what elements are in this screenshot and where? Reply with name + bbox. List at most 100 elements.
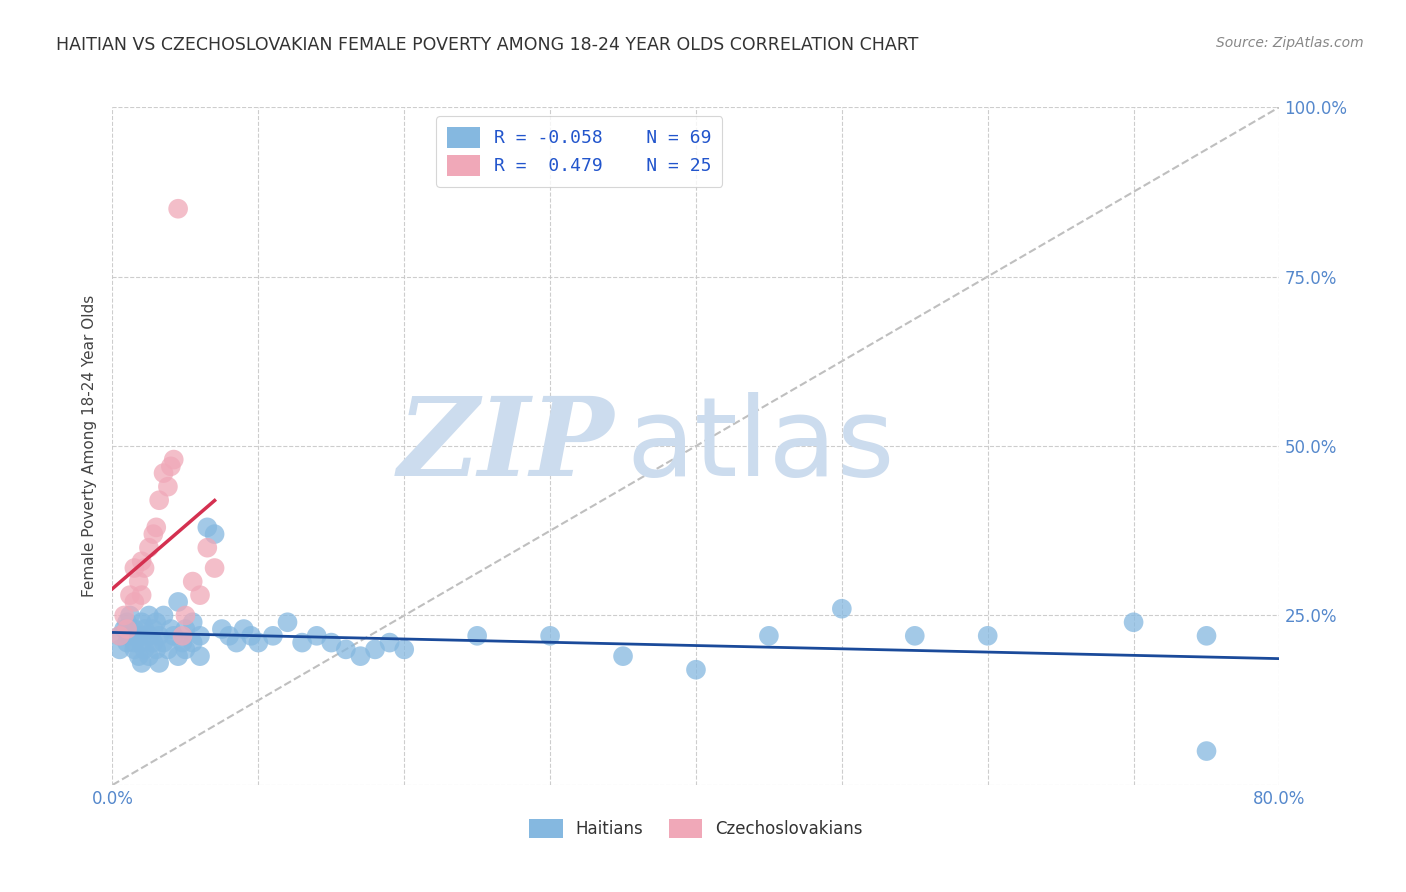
Point <box>225 635 247 649</box>
Point <box>156 642 179 657</box>
Point <box>112 622 135 636</box>
Point <box>128 629 150 643</box>
Point <box>188 588 211 602</box>
Point <box>138 541 160 555</box>
Point <box>142 635 165 649</box>
Point <box>378 635 401 649</box>
Point <box>145 615 167 630</box>
Point <box>276 615 298 630</box>
Point <box>167 202 190 216</box>
Text: ZIP: ZIP <box>398 392 614 500</box>
Point <box>247 635 270 649</box>
Y-axis label: Female Poverty Among 18-24 Year Olds: Female Poverty Among 18-24 Year Olds <box>82 295 97 597</box>
Point <box>160 622 183 636</box>
Point <box>204 561 226 575</box>
Point <box>163 629 186 643</box>
Text: HAITIAN VS CZECHOSLOVAKIAN FEMALE POVERTY AMONG 18-24 YEAR OLDS CORRELATION CHAR: HAITIAN VS CZECHOSLOVAKIAN FEMALE POVERT… <box>56 36 918 54</box>
Point <box>112 608 135 623</box>
Point <box>142 527 165 541</box>
Point <box>138 608 160 623</box>
Point <box>174 608 197 623</box>
Point <box>188 649 211 664</box>
Point <box>758 629 780 643</box>
Point <box>172 629 194 643</box>
Text: atlas: atlas <box>626 392 894 500</box>
Point <box>181 615 204 630</box>
Point <box>131 615 153 630</box>
Point <box>115 622 138 636</box>
Point <box>131 588 153 602</box>
Point <box>138 649 160 664</box>
Point <box>115 635 138 649</box>
Point <box>160 459 183 474</box>
Point <box>134 642 156 657</box>
Text: Source: ZipAtlas.com: Source: ZipAtlas.com <box>1216 36 1364 50</box>
Point <box>152 635 174 649</box>
Point <box>465 629 488 643</box>
Point <box>211 622 233 636</box>
Point <box>172 635 194 649</box>
Point <box>118 588 141 602</box>
Point <box>181 574 204 589</box>
Point <box>156 480 179 494</box>
Point <box>124 595 146 609</box>
Point <box>134 561 156 575</box>
Point <box>195 541 218 555</box>
Point <box>240 629 263 643</box>
Point <box>1122 615 1144 630</box>
Point <box>262 629 284 643</box>
Point <box>148 629 170 643</box>
Point <box>142 622 165 636</box>
Point <box>349 649 371 664</box>
Point <box>108 629 131 643</box>
Point <box>115 615 138 630</box>
Point <box>124 622 146 636</box>
Point <box>685 663 707 677</box>
Point <box>394 642 416 657</box>
Point <box>138 629 160 643</box>
Point <box>195 520 218 534</box>
Point <box>152 608 174 623</box>
Point <box>118 629 141 643</box>
Point <box>128 649 150 664</box>
Point <box>148 656 170 670</box>
Point <box>108 629 131 643</box>
Point <box>134 622 156 636</box>
Point <box>538 629 561 643</box>
Point <box>124 635 146 649</box>
Point <box>218 629 240 643</box>
Point <box>291 635 314 649</box>
Point <box>124 561 146 575</box>
Point <box>118 608 141 623</box>
Point <box>108 642 131 657</box>
Point <box>167 595 190 609</box>
Point <box>305 629 328 643</box>
Point <box>321 635 343 649</box>
Point <box>124 642 146 657</box>
Point <box>152 466 174 480</box>
Point <box>1195 629 1218 643</box>
Point <box>612 649 634 664</box>
Point <box>131 635 153 649</box>
Point <box>131 554 153 568</box>
Point <box>335 642 357 657</box>
Legend: Haitians, Czechoslovakians: Haitians, Czechoslovakians <box>523 812 869 845</box>
Point <box>188 629 211 643</box>
Point <box>145 642 167 657</box>
Point <box>174 622 197 636</box>
Point <box>831 601 853 615</box>
Point <box>167 649 190 664</box>
Point <box>148 493 170 508</box>
Point <box>163 452 186 467</box>
Point <box>181 635 204 649</box>
Point <box>174 642 197 657</box>
Point <box>145 520 167 534</box>
Point <box>131 656 153 670</box>
Point <box>364 642 387 657</box>
Point <box>1195 744 1218 758</box>
Point <box>128 574 150 589</box>
Point <box>976 629 998 643</box>
Point <box>232 622 254 636</box>
Point <box>904 629 927 643</box>
Point <box>204 527 226 541</box>
